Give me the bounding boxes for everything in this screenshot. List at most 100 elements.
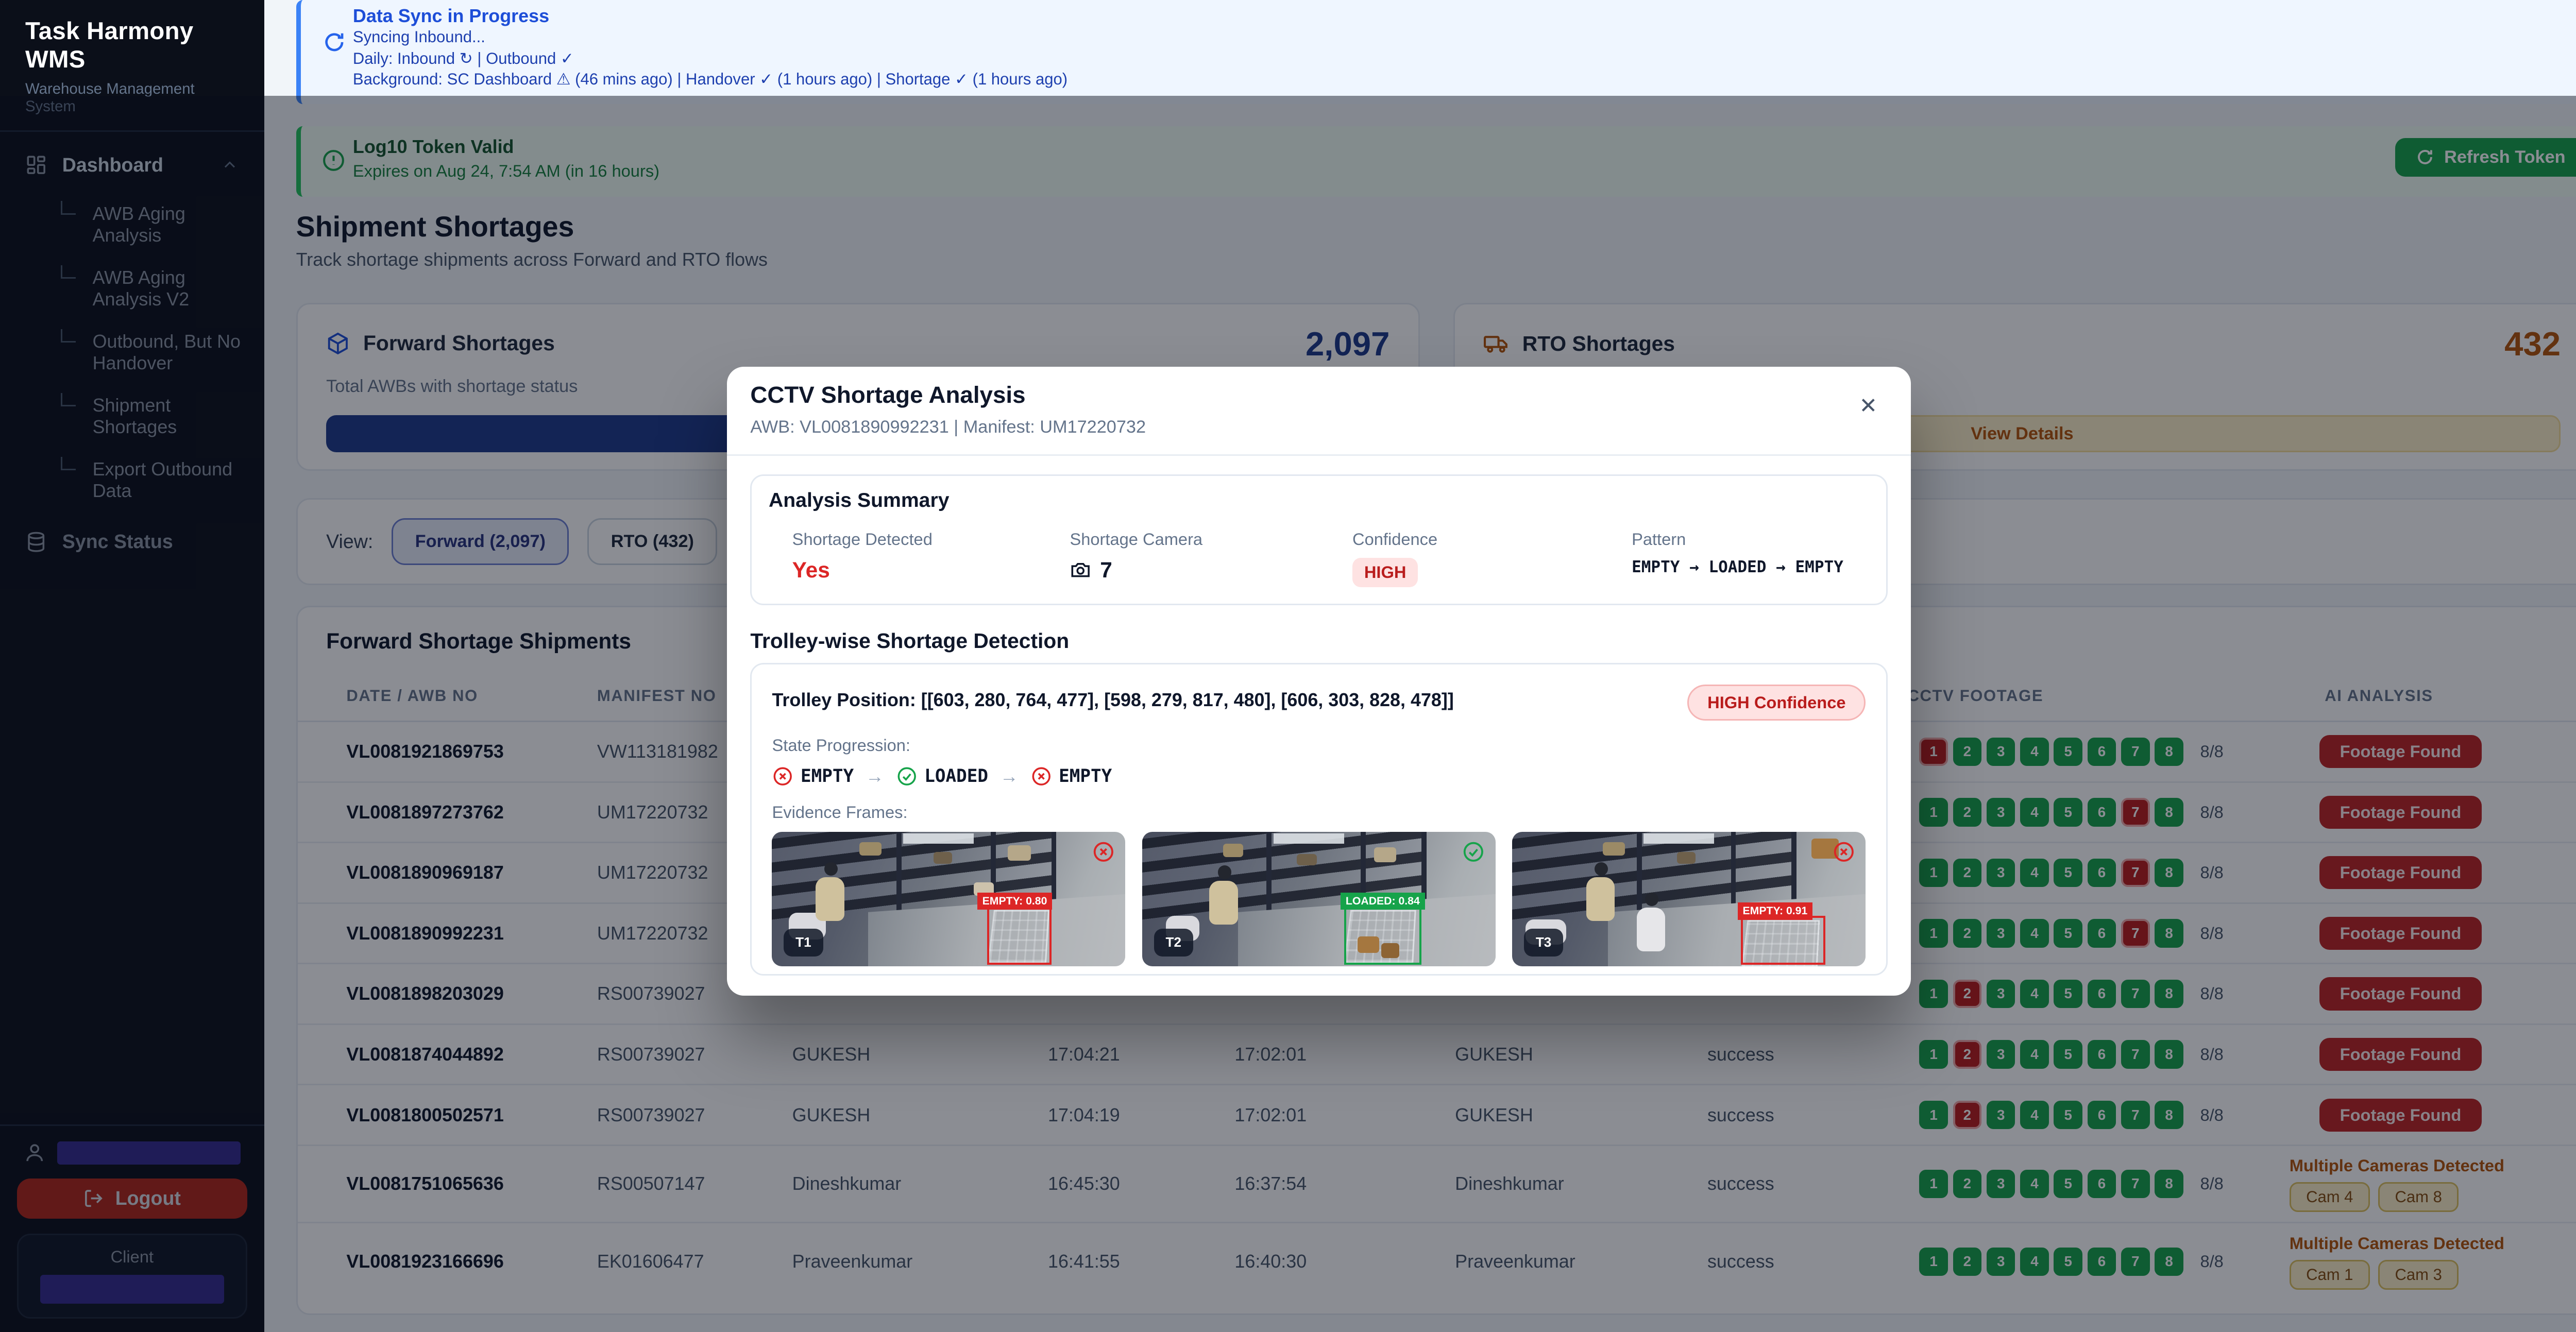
logout-button[interactable]: Logout [16,1178,247,1219]
table-row[interactable]: VL0081923166696 EK01606477 Praveenkumar 16:… [297,1222,2576,1300]
cam-badge-5[interactable]: 5 [2054,1247,2082,1276]
cam-badge-7[interactable]: 7 [2121,858,2150,887]
cam-badge-7[interactable]: 7 [2121,1040,2150,1069]
cam-badge-4[interactable]: 4 [2020,979,2049,1009]
cam-badge-8[interactable]: 8 [2155,798,2183,827]
cam-badge-3[interactable]: 3 [1986,1169,2015,1199]
cam-badge-7[interactable]: 7 [2121,1247,2150,1276]
cam-badge-8[interactable]: 8 [2155,919,2183,948]
cam-badge-4[interactable]: 4 [2020,798,2049,827]
cam-badge-1[interactable]: 1 [1919,858,1948,887]
cam-badge-4[interactable]: 4 [2020,1100,2049,1130]
cam-badge-6[interactable]: 6 [2087,979,2116,1009]
cam-badge-2[interactable]: 2 [1953,737,1982,766]
cam-badge-5[interactable]: 5 [2054,979,2082,1009]
cam-badge-5[interactable]: 5 [2054,919,2082,948]
cam-badge-3[interactable]: 3 [1986,979,2015,1009]
sidebar-item-export-outbound-data[interactable]: Export Outbound Data [60,448,264,512]
cam-badge-5[interactable]: 5 [2054,798,2082,827]
cam-badge-2[interactable]: 2 [1953,979,1982,1009]
cam-badge-6[interactable]: 6 [2087,798,2116,827]
cam-badge-1[interactable]: 1 [1919,1247,1948,1276]
evidence-frame-t2[interactable]: LOADED: 0.84 T2 [1142,832,1496,967]
footage-found-badge[interactable]: Footage Found [2319,916,2482,950]
table-row[interactable]: VL0081800502571 RS00739027 GUKESH 17:04:19 1… [297,1084,2576,1146]
footage-found-badge[interactable]: Footage Found [2319,1098,2482,1132]
cam-badge-7[interactable]: 7 [2121,1100,2150,1130]
footage-found-badge[interactable]: Footage Found [2319,1037,2482,1071]
cam-badge-7[interactable]: 7 [2121,798,2150,827]
cam-badge-7[interactable]: 7 [2121,737,2150,766]
cam-badge-2[interactable]: 2 [1953,858,1982,887]
cam-badge-4[interactable]: 4 [2020,1247,2049,1276]
table-row[interactable]: VL0081751065636 RS00507147 Dineshkumar 16:4… [297,1144,2576,1223]
cam-badge-2[interactable]: 2 [1953,1169,1982,1199]
cam-badge-6[interactable]: 6 [2087,1040,2116,1069]
sidebar-item-dashboard[interactable]: Dashboard [0,132,264,190]
evidence-frame-t3[interactable]: EMPTY: 0.91 T3 [1512,832,1866,967]
cam-badge-3[interactable]: 3 [1986,737,2015,766]
cam-badge-6[interactable]: 6 [2087,1169,2116,1199]
cam-chip[interactable]: Cam 1 [2289,1259,2370,1290]
table-row[interactable]: VL0081874044892 RS00739027 GUKESH 17:04:21 1… [297,1023,2576,1085]
cam-badge-2[interactable]: 2 [1953,1247,1982,1276]
cam-badge-8[interactable]: 8 [2155,1040,2183,1069]
cam-badge-8[interactable]: 8 [2155,1247,2183,1276]
cam-badge-8[interactable]: 8 [2155,1100,2183,1130]
footage-found-badge[interactable]: Footage Found [2319,977,2482,1011]
cam-badge-4[interactable]: 4 [2020,1169,2049,1199]
cam-badge-3[interactable]: 3 [1986,1040,2015,1069]
cam-badge-1[interactable]: 1 [1919,1040,1948,1069]
cam-badge-4[interactable]: 4 [2020,919,2049,948]
toggle-forward[interactable]: Forward (2,097) [392,518,569,566]
cam-badge-8[interactable]: 8 [2155,1169,2183,1199]
cam-badge-4[interactable]: 4 [2020,737,2049,766]
cam-badge-3[interactable]: 3 [1986,858,2015,887]
cam-badge-1[interactable]: 1 [1919,798,1948,827]
cam-badge-7[interactable]: 7 [2121,979,2150,1009]
cam-badge-6[interactable]: 6 [2087,919,2116,948]
cam-badge-1[interactable]: 1 [1919,1100,1948,1130]
cam-badge-6[interactable]: 6 [2087,858,2116,887]
cam-badge-1[interactable]: 1 [1919,979,1948,1009]
cam-badge-6[interactable]: 6 [2087,737,2116,766]
cam-badge-2[interactable]: 2 [1953,919,1982,948]
footage-found-badge[interactable]: Footage Found [2319,795,2482,829]
cam-badge-5[interactable]: 5 [2054,1100,2082,1130]
sidebar-item-awb-aging-analysis-v2[interactable]: AWB Aging Analysis V2 [60,257,264,320]
cam-badge-5[interactable]: 5 [2054,1169,2082,1199]
cam-badge-5[interactable]: 5 [2054,858,2082,887]
cam-badge-7[interactable]: 7 [2121,1169,2150,1199]
cam-badge-4[interactable]: 4 [2020,1040,2049,1069]
cam-badge-4[interactable]: 4 [2020,858,2049,887]
cam-chip[interactable]: Cam 4 [2289,1182,2370,1213]
cam-badge-2[interactable]: 2 [1953,1040,1982,1069]
cam-badge-7[interactable]: 7 [2121,919,2150,948]
cam-badge-1[interactable]: 1 [1919,1169,1948,1199]
sidebar-item-sync-status[interactable]: Sync Status [0,512,264,571]
cam-badge-6[interactable]: 6 [2087,1247,2116,1276]
cam-badge-2[interactable]: 2 [1953,1100,1982,1130]
footage-found-badge[interactable]: Footage Found [2319,856,2482,890]
close-icon[interactable]: ✕ [1859,394,1878,418]
cam-badge-1[interactable]: 1 [1919,919,1948,948]
refresh-token-button[interactable]: Refresh Token [2395,138,2576,177]
cam-badge-1[interactable]: 1 [1919,737,1948,766]
cam-badge-2[interactable]: 2 [1953,798,1982,827]
cam-badge-3[interactable]: 3 [1986,919,2015,948]
footage-found-badge[interactable]: Footage Found [2319,735,2482,769]
cam-badge-3[interactable]: 3 [1986,798,2015,827]
cam-badge-8[interactable]: 8 [2155,737,2183,766]
cam-badge-8[interactable]: 8 [2155,979,2183,1009]
cam-chip[interactable]: Cam 3 [2378,1259,2459,1290]
cam-badge-6[interactable]: 6 [2087,1100,2116,1130]
sidebar-item-outbound-but-no-handover[interactable]: Outbound, But No Handover [60,320,264,384]
evidence-frame-t1[interactable]: EMPTY: 0.80 T1 [772,832,1126,967]
cam-badge-3[interactable]: 3 [1986,1100,2015,1130]
cam-chip[interactable]: Cam 8 [2378,1182,2459,1213]
toggle-rto[interactable]: RTO (432) [587,518,718,566]
cam-badge-8[interactable]: 8 [2155,858,2183,887]
sidebar-item-awb-aging-analysis[interactable]: AWB Aging Analysis [60,193,264,257]
cam-badge-5[interactable]: 5 [2054,1040,2082,1069]
cam-badge-5[interactable]: 5 [2054,737,2082,766]
